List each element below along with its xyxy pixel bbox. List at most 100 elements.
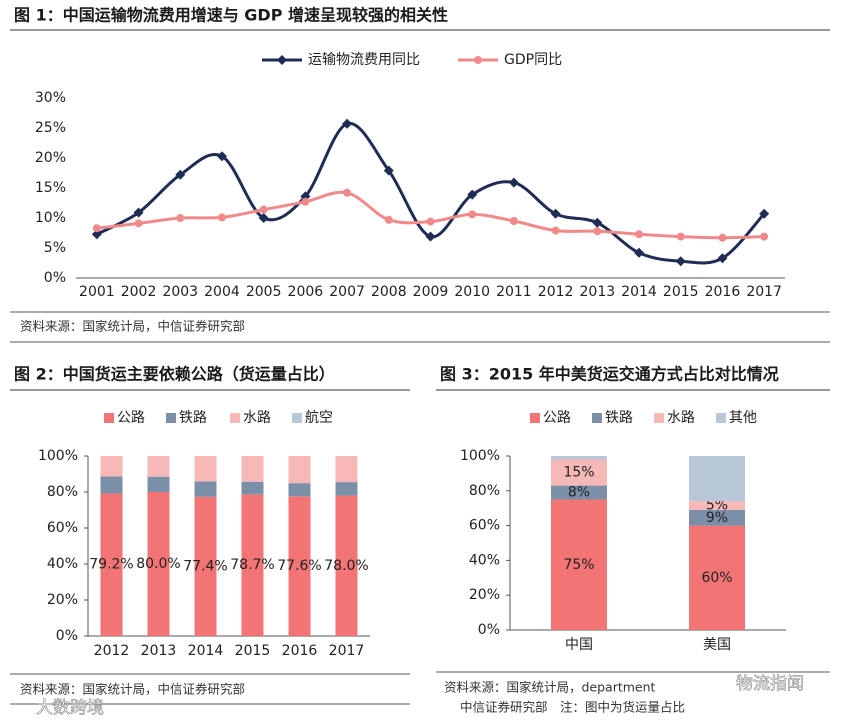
marker [717,253,728,264]
x-tick-label: 2013 [141,643,177,659]
legend-label: 水路 [667,410,695,426]
chart-title: 图 2：中国货运主要依赖公路（货运量占比） [14,365,335,384]
legend-label: 铁路 [179,410,207,426]
legend-swatch [166,413,176,423]
y-tick-label: 20% [47,592,78,608]
legend-label: 公路 [543,410,571,426]
bar-segment [241,481,264,495]
value-label: 15% [563,465,594,481]
bar-segment [689,501,745,510]
source: 资料来源：国家统计局，department [444,680,656,695]
marker [92,224,101,233]
y-tick-label: 0% [56,628,78,644]
marker [134,219,143,228]
marker [258,213,269,223]
legend-label: GDP同比 [504,52,562,68]
bar-segment [288,496,311,636]
y-tick-label: 5% [44,240,66,256]
y-tick-label: 0% [478,622,500,638]
x-tick-label: 2017 [329,643,365,659]
marker [384,215,393,224]
marker [508,177,519,188]
marker [176,214,185,222]
x-tick-label: 2009 [413,284,449,300]
legend-swatch [104,413,114,423]
y-tick-label: 20% [469,587,500,603]
legend-swatch [592,413,602,423]
value-label: 8% [568,485,590,501]
bar-segment [194,456,217,482]
source: 资料来源：国家统计局，中信证券研究部 [20,682,245,697]
value-label: 80.0% [136,556,180,572]
value-label: 9% [706,510,728,526]
bar-segment [147,476,170,492]
marker [592,217,603,228]
x-tick-label: 2002 [121,284,157,300]
marker [425,231,436,242]
legend-swatch [716,413,726,423]
value-label: 79.2% [89,557,133,573]
y-tick-label: 40% [47,556,78,572]
y-tick-label: 80% [469,483,500,499]
marker [301,197,310,206]
x-tick-label: 2012 [94,643,130,659]
bar-segment [551,485,607,500]
marker [676,232,685,241]
marker [551,226,560,235]
legend-label: 公路 [117,410,145,426]
bar-segment [689,456,745,502]
bar-segment [551,499,607,630]
x-tick-label: 2015 [663,284,699,300]
bar-segment [147,492,170,636]
y-tick-label: 30% [35,90,66,106]
bar-segment [241,494,264,636]
legend-label: 航空 [305,410,333,426]
legend-swatch [230,413,240,423]
x-tick-label: 2017 [746,284,782,300]
x-tick-label: 2014 [188,643,224,659]
legend-marker [474,56,482,64]
legend-label: 其他 [729,410,757,426]
bar-segment [288,483,311,497]
marker [175,169,186,180]
marker [635,230,644,239]
y-tick-label: 15% [35,180,66,196]
y-tick-label: 20% [35,150,66,166]
marker [550,208,561,219]
x-tick-label: 2001 [79,284,115,300]
y-tick-label: 60% [47,520,78,536]
marker [634,247,645,258]
legend-label: 运输物流费用同比 [308,52,420,68]
value-label: 78.7% [230,557,274,573]
marker [217,213,226,222]
marker [509,217,518,225]
marker [342,118,353,129]
watermark: 大数跨境 [36,698,104,718]
marker [91,229,102,240]
x-tick-label: 2008 [371,284,407,300]
y-tick-label: 80% [47,484,78,500]
x-tick-label: 2013 [580,284,616,300]
bar-segment [194,481,217,497]
x-tick-label: 2014 [621,284,657,300]
bar-segment [689,525,745,630]
bar-segment [288,456,311,484]
x-tick-label: 2011 [496,284,532,300]
bar-segment [241,456,264,482]
marker [259,205,268,214]
marker [468,210,477,219]
bar-segment [100,493,123,636]
marker [593,227,602,236]
source: 中信证券研究部 注：图中为货运量占比 [460,700,685,715]
bar-segment [551,456,607,460]
y-tick-label: 0% [44,270,66,286]
legend-swatch [530,413,540,423]
marker [426,217,435,226]
x-tick-label: 2004 [204,284,240,300]
marker [675,256,686,267]
value-label: 77.4% [183,558,227,574]
value-label: 75% [563,557,594,573]
y-tick-label: 100% [38,448,78,464]
legend-marker [277,55,287,65]
